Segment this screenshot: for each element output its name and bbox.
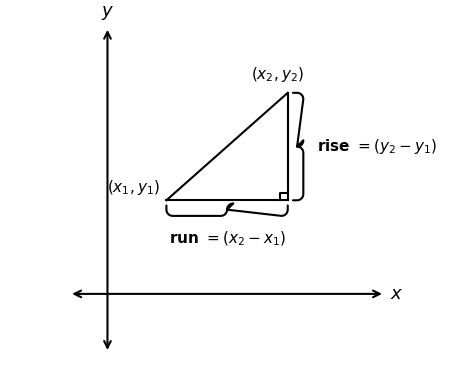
Text: run $= (x_2 - x_1)$: run $= (x_2 - x_1)$ [169,230,286,248]
Text: $(x_1, y_1)$: $(x_1, y_1)$ [107,178,159,197]
Text: $x$: $x$ [390,285,403,303]
Text: rise $= (y_2 - y_1)$: rise $= (y_2 - y_1)$ [317,137,437,156]
Text: $(x_2, y_2)$: $(x_2, y_2)$ [251,65,304,84]
Text: $y$: $y$ [101,4,114,22]
